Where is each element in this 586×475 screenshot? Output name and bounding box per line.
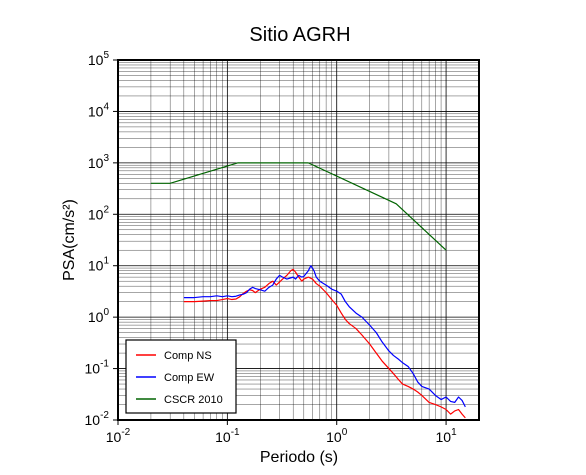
legend-label: CSCR 2010: [164, 394, 223, 406]
legend: Comp NS Comp EW CSCR 2010: [125, 339, 237, 414]
x-tick-label: 100: [326, 427, 348, 445]
y-tick-label: 105: [88, 50, 110, 68]
y-tick-label: 10-1: [85, 359, 110, 377]
plot-frame: [117, 59, 480, 421]
x-tick-label: 101: [436, 427, 458, 445]
axis-ticks: 10-2 10-1 100 101 10-2 10-1 100 101 102 103 104 105: [85, 50, 458, 445]
y-tick-label: 100: [88, 307, 110, 325]
y-tick-label: 101: [88, 256, 110, 274]
x-tick-label: 10-1: [215, 427, 240, 445]
series-line-comp-ew: [183, 265, 466, 408]
legend-label: Comp EW: [164, 372, 215, 384]
x-axis-label: Periodo (s): [260, 449, 338, 466]
series-line-comp-ns: [183, 268, 466, 419]
y-tick-label: 104: [88, 101, 110, 119]
y-tick-label: 103: [88, 153, 110, 171]
chart-title: Sitio AGRH: [249, 24, 350, 46]
y-tick-label: 102: [88, 204, 110, 222]
y-axis-label: PSA(cm/s²): [61, 199, 78, 281]
y-tick-label: 10-2: [85, 410, 110, 428]
series-line-cscr-2010: [150, 162, 447, 251]
legend-label: Comp NS: [164, 350, 212, 362]
series-lines: [150, 162, 466, 419]
x-tick-label: 10-2: [106, 427, 131, 445]
